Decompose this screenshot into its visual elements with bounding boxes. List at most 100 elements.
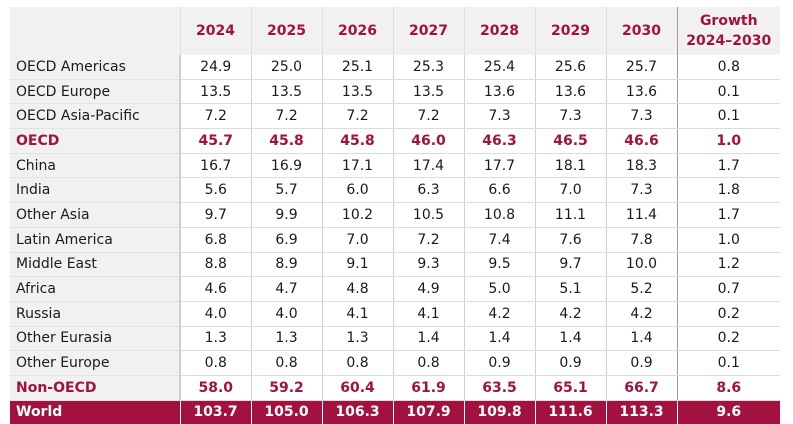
total-row: World 103.7 105.0 106.3 107.9 109.8 111.6 113.3…: [10, 400, 780, 424]
value-cell-2027: 0.8: [392, 350, 464, 376]
value-cell-2024: 16.7: [179, 153, 251, 179]
subtotal-row: Non-OECD 58.0 59.2 60.4 61.9 63.5 65.1 66.7 8.6: [10, 375, 780, 401]
value-cell-2026: 45.8: [321, 128, 393, 154]
value-cell-2024: 4.6: [179, 276, 251, 302]
demand-table: 2024 2025 2026 2027 2028 2029 2030 Growt…: [10, 7, 780, 424]
value-cell-2026: 17.1: [321, 153, 393, 179]
table-row: India 5.6 5.7 6.0 6.3 6.6 7.0 7.3 1.8: [10, 177, 780, 204]
value-cell-2025: 7.2: [250, 103, 322, 130]
value-cell-2027: 9.3: [392, 252, 464, 278]
region-label: Latin America: [10, 227, 180, 253]
value-cell-2028: 25.4: [463, 55, 535, 80]
table-row: Latin America 6.8 6.9 7.0 7.2 7.4 7.6 7.8 1.0: [10, 227, 780, 253]
value-cell-2026: 9.1: [321, 252, 393, 278]
value-cell-2024: 1.3: [179, 326, 251, 352]
region-label: Russia: [10, 301, 180, 327]
header-row: 2024 2025 2026 2027 2028 2029 2030 Growt…: [10, 7, 780, 55]
value-cell-2027: 6.3: [392, 177, 464, 204]
value-cell-2025: 6.9: [250, 227, 322, 253]
subtotal-row: OECD 45.7 45.8 45.8 46.0 46.3 46.5 46.6 1.0: [10, 128, 780, 154]
table-row: Other Asia 9.7 9.9 10.2 10.5 10.8 11.1 11.4 1.7: [10, 202, 780, 228]
region-label: Africa: [10, 276, 180, 302]
value-cell-2029: 5.1: [534, 276, 606, 302]
value-cell-2027: 7.2: [392, 227, 464, 253]
value-cell-2027: 10.5: [392, 202, 464, 228]
year-header-2026: 2026: [321, 7, 393, 55]
value-cell-2028: 13.6: [463, 79, 535, 105]
region-label: World: [10, 400, 180, 424]
value-cell-2026: 10.2: [321, 202, 393, 228]
value-cell-2029: 7.0: [534, 177, 606, 204]
value-cell-2024: 58.0: [179, 375, 251, 401]
value-cell-2025: 9.9: [250, 202, 322, 228]
year-header-2027: 2027: [392, 7, 464, 55]
table-row: Russia 4.0 4.0 4.1 4.1 4.2 4.2 4.2 0.2: [10, 301, 780, 327]
value-cell-2029: 9.7: [534, 252, 606, 278]
value-cell-2028: 7.4: [463, 227, 535, 253]
growth-cell: 0.8: [676, 55, 780, 80]
value-cell-2026: 4.1: [321, 301, 393, 327]
region-label: India: [10, 177, 180, 204]
value-cell-2024: 103.7: [179, 400, 251, 424]
table-row: OECD Americas 24.9 25.0 25.1 25.3 25.4 25.6 25.…: [10, 55, 780, 80]
value-cell-2029: 0.9: [534, 350, 606, 376]
growth-cell: 0.1: [676, 79, 780, 105]
value-cell-2026: 13.5: [321, 79, 393, 105]
year-header-2025: 2025: [250, 7, 322, 55]
growth-cell: 9.6: [676, 400, 780, 424]
value-cell-2029: 7.6: [534, 227, 606, 253]
table-body: OECD Americas 24.9 25.0 25.1 25.3 25.4 25.6 25.…: [10, 55, 780, 424]
growth-cell: 1.8: [676, 177, 780, 204]
value-cell-2025: 13.5: [250, 79, 322, 105]
region-label: OECD Asia-Pacific: [10, 103, 180, 130]
table-row: OECD Europe 13.5 13.5 13.5 13.5 13.6 13.6 13.6 0…: [10, 79, 780, 105]
growth-cell: 0.2: [676, 326, 780, 352]
growth-cell: 1.2: [676, 252, 780, 278]
region-label: Other Asia: [10, 202, 180, 228]
value-cell-2030: 25.7: [605, 55, 677, 80]
value-cell-2027: 7.2: [392, 103, 464, 130]
value-cell-2029: 13.6: [534, 79, 606, 105]
value-cell-2026: 60.4: [321, 375, 393, 401]
value-cell-2027: 4.9: [392, 276, 464, 302]
value-cell-2025: 59.2: [250, 375, 322, 401]
value-cell-2026: 25.1: [321, 55, 393, 80]
value-cell-2030: 4.2: [605, 301, 677, 327]
region-label: China: [10, 153, 180, 179]
value-cell-2024: 6.8: [179, 227, 251, 253]
value-cell-2029: 111.6: [534, 400, 606, 424]
growth-cell: 0.2: [676, 301, 780, 327]
growth-cell: 0.1: [676, 103, 780, 130]
table-container: 2024 2025 2026 2027 2028 2029 2030 Growt…: [10, 7, 780, 424]
value-cell-2026: 106.3: [321, 400, 393, 424]
table-row: China 16.7 16.9 17.1 17.4 17.7 18.1 18.3 1.7: [10, 153, 780, 179]
region-label: OECD Europe: [10, 79, 180, 105]
value-cell-2030: 10.0: [605, 252, 677, 278]
value-cell-2024: 9.7: [179, 202, 251, 228]
value-cell-2027: 13.5: [392, 79, 464, 105]
region-label: Other Eurasia: [10, 326, 180, 352]
value-cell-2030: 46.6: [605, 128, 677, 154]
value-cell-2030: 7.3: [605, 103, 677, 130]
value-cell-2027: 1.4: [392, 326, 464, 352]
value-cell-2027: 25.3: [392, 55, 464, 80]
value-cell-2030: 66.7: [605, 375, 677, 401]
value-cell-2028: 5.0: [463, 276, 535, 302]
value-cell-2027: 107.9: [392, 400, 464, 424]
value-cell-2024: 4.0: [179, 301, 251, 327]
growth-cell: 1.0: [676, 128, 780, 154]
value-cell-2029: 25.6: [534, 55, 606, 80]
value-cell-2029: 18.1: [534, 153, 606, 179]
value-cell-2025: 45.8: [250, 128, 322, 154]
year-header-2030: 2030: [605, 7, 677, 55]
value-cell-2026: 0.8: [321, 350, 393, 376]
value-cell-2027: 46.0: [392, 128, 464, 154]
value-cell-2025: 8.9: [250, 252, 322, 278]
growth-cell: 8.6: [676, 375, 780, 401]
value-cell-2028: 109.8: [463, 400, 535, 424]
value-cell-2024: 7.2: [179, 103, 251, 130]
region-label: Other Europe: [10, 350, 180, 376]
value-cell-2029: 4.2: [534, 301, 606, 327]
value-cell-2025: 5.7: [250, 177, 322, 204]
value-cell-2025: 4.7: [250, 276, 322, 302]
